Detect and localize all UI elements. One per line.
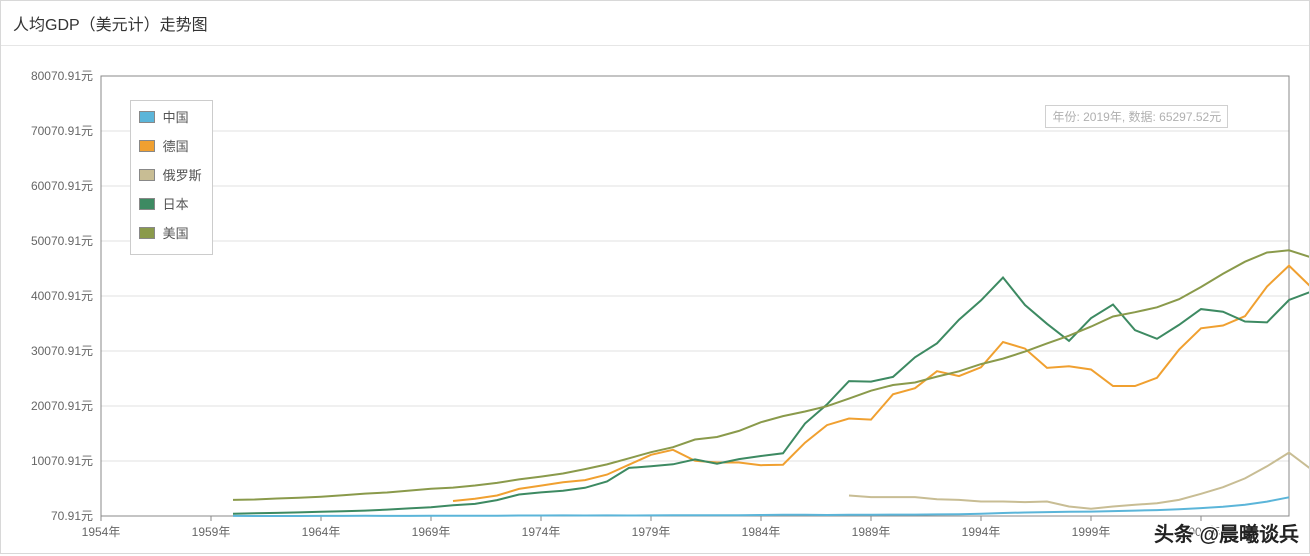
- chart-tooltip: 年份: 2019年, 数据: 65297.52元: [1045, 105, 1228, 128]
- legend-swatch: [139, 111, 155, 123]
- svg-text:1989年: 1989年: [852, 525, 891, 539]
- series-line: [233, 250, 1309, 500]
- legend-item[interactable]: 中国: [139, 107, 202, 126]
- legend-item[interactable]: 德国: [139, 136, 202, 155]
- series-line: [233, 278, 1309, 514]
- svg-text:40070.91元: 40070.91元: [31, 289, 93, 303]
- svg-text:1959年: 1959年: [192, 525, 231, 539]
- svg-text:80070.91元: 80070.91元: [31, 69, 93, 83]
- svg-text:70.91元: 70.91元: [51, 509, 93, 523]
- legend-swatch: [139, 198, 155, 210]
- svg-text:30070.91元: 30070.91元: [31, 344, 93, 358]
- legend-item[interactable]: 日本: [139, 194, 202, 213]
- legend: 中国德国俄罗斯日本美国: [130, 100, 213, 255]
- svg-text:1974年: 1974年: [522, 525, 561, 539]
- svg-text:10070.91元: 10070.91元: [31, 454, 93, 468]
- legend-label: 美国: [163, 223, 189, 242]
- chart-title: 人均GDP（美元计）走势图: [1, 1, 1309, 46]
- legend-label: 德国: [163, 136, 189, 155]
- svg-text:70070.91元: 70070.91元: [31, 124, 93, 138]
- legend-swatch: [139, 140, 155, 152]
- series-line: [233, 497, 1289, 516]
- chart-plot-area[interactable]: 70.91元 10070.91元 20070.91元 30070.91元 40070.9…: [1, 46, 1309, 554]
- chart-container: 人均GDP（美元计）走势图 70.91元 10070.91元 20070.91元 30…: [0, 0, 1310, 554]
- svg-text:2004年: 2004年: [1182, 525, 1221, 539]
- svg-text:1999年: 1999年: [1072, 525, 1111, 539]
- legend-label: 俄罗斯: [163, 165, 202, 184]
- svg-text:1964年: 1964年: [302, 525, 341, 539]
- legend-label: 日本: [163, 194, 189, 213]
- legend-item[interactable]: 美国: [139, 223, 202, 242]
- svg-text:1994年: 1994年: [962, 525, 1001, 539]
- legend-swatch: [139, 227, 155, 239]
- svg-text:1954年: 1954年: [82, 525, 121, 539]
- legend-swatch: [139, 169, 155, 181]
- svg-text:1969年: 1969年: [412, 525, 451, 539]
- svg-text:1979年: 1979年: [632, 525, 671, 539]
- svg-text:60070.91元: 60070.91元: [31, 179, 93, 193]
- legend-item[interactable]: 俄罗斯: [139, 165, 202, 184]
- legend-label: 中国: [163, 107, 189, 126]
- series-line: [453, 266, 1309, 501]
- svg-text:50070.91元: 50070.91元: [31, 234, 93, 248]
- svg-text:20070.91元: 20070.91元: [31, 399, 93, 413]
- svg-text:1984年: 1984年: [742, 525, 781, 539]
